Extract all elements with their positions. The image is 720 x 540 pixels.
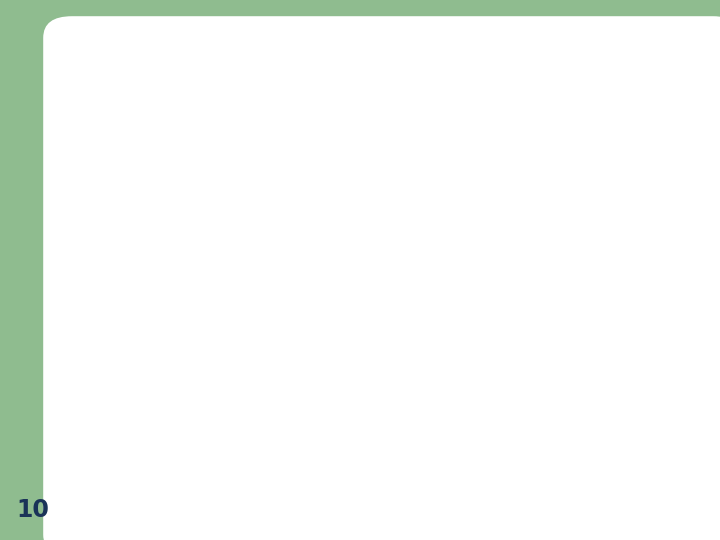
Text: as:: as:: [124, 328, 150, 346]
Text: Phase Inversion and AC input: Phase Inversion and AC input: [91, 60, 507, 84]
Text: $R_{in} = \dfrac{V_b}{I_b}$: $R_{in} = \dfrac{V_b}{I_b}$: [294, 316, 382, 367]
Text: $V_b = I_e r_e$: $V_b = I_e r_e$: [294, 379, 387, 402]
FancyBboxPatch shape: [58, 143, 720, 172]
Text: resistance: resistance: [91, 98, 238, 123]
Text: ●: ●: [91, 295, 104, 310]
Text: The CE amplifier, the output voltage at the
collector is 180°out of phase with t: The CE amplifier, the output voltage at …: [124, 185, 515, 254]
Text: The dc input resistance ($R_{IN}$) can be defined: The dc input resistance ($R_{IN}$) can b…: [124, 292, 521, 314]
Text: $R_{in} \cong \dfrac{\beta_{ac} I_b r_e}{I_b} \cong \beta_{ac} r_e$: $R_{in} \cong \dfrac{\beta_{ac} I_b r_e}…: [235, 482, 442, 534]
Text: ●: ●: [91, 187, 104, 202]
Text: $I_e \cong \beta_{ac} I_b$: $I_e \cong \beta_{ac} I_b$: [294, 426, 388, 452]
Text: 10: 10: [16, 498, 49, 522]
